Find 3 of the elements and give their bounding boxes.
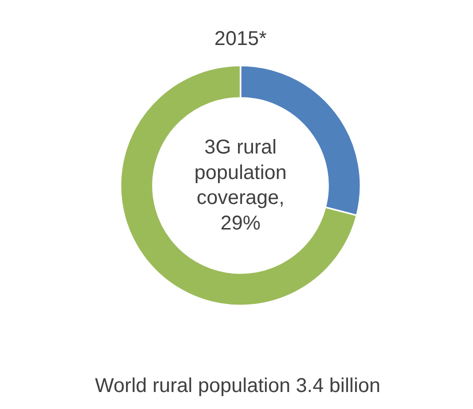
text: 3G rural population coverage, 29% (194, 136, 287, 234)
text: World rural population 3.4 billion (95, 374, 380, 397)
chart-title: 2015* (214, 28, 267, 50)
